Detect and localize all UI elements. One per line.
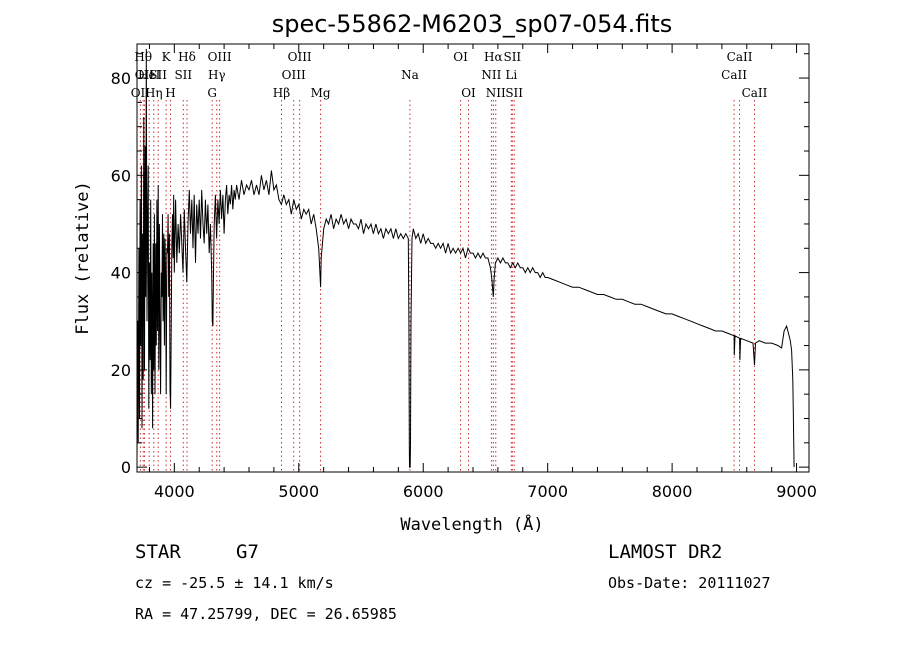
- spectral-line-label: Na: [401, 68, 419, 82]
- spectral-line-markers: [139, 100, 755, 472]
- y-tick-label: 60: [111, 166, 131, 185]
- spectral-line-label: OIII: [288, 50, 312, 64]
- x-axis-label: Wavelength (Å): [400, 513, 543, 535]
- spectral-line-label: Hδ: [178, 50, 196, 64]
- spectral-line-label: Hα: [484, 50, 503, 64]
- spectral-line-label: Hη: [145, 86, 163, 100]
- x-tick-label: 9000: [776, 482, 817, 501]
- spectral-line-label: Hβ: [273, 86, 290, 100]
- x-axis-ticks: 4000 5000 6000 7000 8000 9000: [148, 44, 817, 501]
- observation-date: Obs-Date: 20111027: [608, 574, 771, 592]
- y-axis-label: Flux (relative): [73, 181, 93, 335]
- spectral-line-label: Hθ: [134, 50, 152, 64]
- y-axis-ticks: 0 20 40 60 80: [111, 53, 809, 477]
- spectral-line-label: SII: [149, 68, 167, 82]
- spectral-line-label: Hγ: [208, 68, 226, 82]
- spectral-line-label: SII: [505, 86, 523, 100]
- y-tick-label: 20: [111, 361, 131, 380]
- spectral-line-label: Li: [505, 68, 517, 82]
- spectral-line-label: OIII: [208, 50, 232, 64]
- spectral-line-label: K: [162, 50, 172, 64]
- y-tick-label: 40: [111, 264, 131, 283]
- object-subclass: G7: [236, 541, 259, 563]
- spectral-line-label: OI: [453, 50, 468, 64]
- x-tick-label: 7000: [527, 482, 568, 501]
- flux-spectrum-line: [136, 48, 795, 468]
- coordinates: RA = 47.25799, DEC = 26.65985: [135, 605, 397, 623]
- spectral-line-label: NII: [481, 68, 501, 82]
- spectral-line-label: SII: [174, 68, 192, 82]
- spectral-line-label: OIII: [282, 68, 306, 82]
- x-tick-label: 8000: [652, 482, 693, 501]
- spectral-line-label: SII: [503, 50, 521, 64]
- spectral-line-label: OII: [131, 86, 151, 100]
- spectral-line-label: H: [165, 86, 175, 100]
- x-tick-label: 4000: [154, 482, 195, 501]
- spectral-line-label: Mg: [311, 86, 331, 100]
- x-tick-label: 5000: [278, 482, 319, 501]
- spectral-line-labels: OIIHθOIIHeIHηSIIKHSIIHδGHγOIIIHβOIIIOIII…: [131, 50, 768, 100]
- spectral-line-label: OI: [461, 86, 476, 100]
- plot-frame: [136, 43, 810, 473]
- y-tick-label: 0: [121, 458, 131, 477]
- survey-name: LAMOST DR2: [608, 541, 722, 563]
- y-tick-label: 80: [111, 69, 131, 88]
- spectral-line-label: G: [207, 86, 217, 100]
- object-class: STAR: [135, 541, 181, 563]
- spectral-line-label: CaII: [721, 68, 747, 82]
- x-tick-label: 6000: [403, 482, 444, 501]
- spectral-line-label: CaII: [727, 50, 753, 64]
- spectral-line-label: NII: [486, 86, 506, 100]
- spectral-line-label: CaII: [742, 86, 768, 100]
- redshift-value: cz = -25.5 ± 14.1 km/s: [135, 574, 334, 592]
- chart-title: spec-55862-M6203_sp07-054.fits: [272, 10, 673, 38]
